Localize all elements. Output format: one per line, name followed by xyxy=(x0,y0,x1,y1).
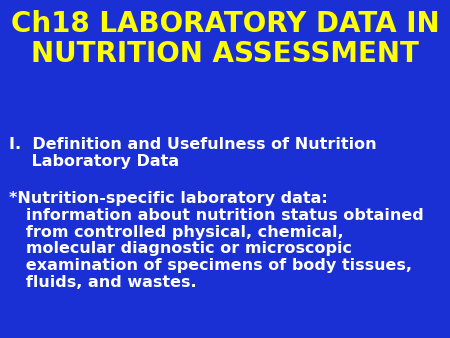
Text: Ch18 LABORATORY DATA IN
NUTRITION ASSESSMENT: Ch18 LABORATORY DATA IN NUTRITION ASSESS… xyxy=(11,10,439,68)
Text: *Nutrition-specific laboratory data:
   information about nutrition status obtai: *Nutrition-specific laboratory data: inf… xyxy=(9,191,424,290)
Text: I.  Definition and Usefulness of Nutrition
    Laboratory Data: I. Definition and Usefulness of Nutritio… xyxy=(9,137,377,169)
